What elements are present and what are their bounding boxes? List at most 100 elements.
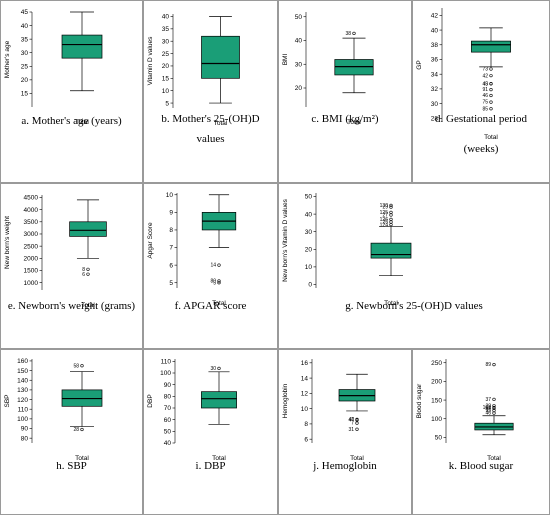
y-tick-label-9-0: 6: [304, 436, 308, 443]
y-tick-label-0-0: 15: [21, 91, 29, 98]
panel-caption-3-1: (weeks): [464, 143, 499, 155]
box-8: [201, 391, 237, 409]
y-tick-label-9-2: 10: [301, 406, 309, 413]
y-tick-label-3-2: 32: [431, 86, 439, 93]
outlier-point-3-6: [489, 100, 493, 104]
outlier-point-6-1: [389, 205, 393, 209]
outlier-point-9-1: [355, 417, 359, 421]
outlier-label-9-3: 31: [348, 427, 354, 433]
outlier-point-4-1: [86, 272, 90, 276]
outlier-label-10-0: 89: [485, 362, 491, 368]
y-tick-label-4-3: 2500: [24, 243, 39, 250]
y-tick-label-3-1: 30: [431, 101, 439, 108]
y-tick-label-6-5: 50: [305, 194, 313, 201]
outlier-label-3-3: 43: [482, 81, 488, 87]
y-tick-label-8-6: 100: [160, 370, 171, 377]
outlier-label-6-1: 29: [382, 205, 388, 211]
y-tick-label-10-4: 250: [431, 360, 442, 367]
outlier-label-3-6: 75: [482, 100, 488, 106]
y-tick-label-1-0: 5: [165, 100, 169, 107]
y-axis-label-1: Vitamin D values: [147, 36, 154, 85]
panel-border-5: [143, 183, 278, 349]
outlier-label-10-2: 28: [485, 403, 491, 409]
panel-caption-5-0: f. APGAR score: [175, 300, 247, 312]
outlier-label-3-1: 42: [482, 73, 488, 79]
y-tick-label-5-3: 8: [169, 227, 173, 234]
y-tick-label-3-3: 34: [431, 71, 439, 78]
y-tick-label-1-5: 30: [162, 38, 170, 45]
outlier-point-4-0: [86, 267, 90, 271]
y-axis-label-7: SBP: [4, 394, 11, 407]
outlier-point-3-3: [489, 82, 493, 86]
panel-caption-2-0: c. BMI (kg/m²): [311, 113, 378, 125]
outlier-point-7-0: [80, 364, 84, 368]
panel-caption-1-0: b. Mother's 25-(OH)D: [161, 113, 259, 125]
x-category-label-6: Total: [384, 300, 398, 307]
y-tick-label-3-4: 36: [431, 57, 439, 64]
y-tick-label-3-7: 42: [431, 13, 439, 20]
panel-caption-1-1: values: [196, 133, 224, 145]
outlier-point-3-4: [489, 88, 493, 92]
outlier-label-9-2: 7: [351, 421, 354, 427]
x-category-label-4: Total: [81, 302, 95, 309]
y-axis-label-10: Blood sugar: [416, 383, 423, 419]
y-tick-label-10-2: 150: [431, 397, 442, 404]
outlier-label-3-0: 73: [482, 67, 488, 73]
y-tick-label-6-4: 40: [305, 211, 313, 218]
outlier-label-3-2: 45: [482, 81, 488, 87]
outlier-label-6-6: 124: [380, 222, 389, 228]
panel-caption-6-0: g. Newborn's 25-(OH)D values: [345, 300, 483, 312]
panel-border-10: [412, 349, 550, 515]
y-tick-label-3-6: 40: [431, 27, 439, 34]
y-axis-label-6: New born's Vitamin D values: [282, 198, 289, 282]
y-tick-label-0-6: 45: [21, 9, 29, 16]
panel-border-1: [143, 0, 278, 183]
x-category-label-9: Total: [350, 455, 364, 462]
outlier-point-7-1: [80, 427, 84, 432]
outlier-point-5-0: [217, 263, 221, 267]
panel-border-0: [0, 0, 143, 183]
y-tick-label-4-4: 3000: [24, 231, 39, 238]
y-axis-label-0: Mother's age: [4, 40, 11, 78]
outlier-label-10-1: 37: [485, 397, 491, 403]
outlier-label-7-1: 28: [73, 427, 79, 433]
y-tick-label-2-3: 50: [295, 14, 303, 21]
outlier-point-9-3: [355, 427, 359, 431]
y-axis-label-9: Hemoglobin: [282, 383, 289, 418]
y-tick-label-4-5: 3500: [24, 219, 39, 226]
y-tick-label-10-0: 50: [435, 435, 443, 442]
outlier-label-6-4: 126: [380, 217, 389, 223]
y-tick-label-6-3: 30: [305, 229, 313, 236]
y-tick-label-10-3: 200: [431, 379, 442, 386]
outlier-point-6-0: [389, 203, 393, 207]
panel-border-6: [278, 183, 550, 349]
outlier-point-3-1: [489, 74, 493, 78]
panel-caption-0-0: a. Mother's age (years): [21, 115, 122, 127]
y-axis-label-5: Apgar Score: [147, 222, 154, 259]
outlier-point-6-3: [389, 213, 393, 217]
y-axis-label-2: BMI: [282, 54, 289, 66]
y-tick-label-8-5: 90: [164, 382, 172, 389]
y-tick-label-5-1: 6: [169, 262, 173, 269]
y-tick-label-8-4: 80: [164, 394, 172, 401]
outlier-label-4-1: 6: [82, 272, 85, 278]
y-tick-label-0-1: 20: [21, 77, 29, 84]
x-category-label-7: Total: [75, 455, 89, 462]
box-3: [471, 40, 511, 53]
y-tick-label-3-0: 28: [431, 116, 439, 123]
outlier-point-3-5: [489, 93, 493, 98]
y-tick-label-8-2: 60: [164, 417, 172, 424]
y-axis-label-3: GP: [416, 60, 423, 69]
x-category-label-10: Total: [487, 455, 501, 462]
y-tick-label-1-6: 35: [162, 26, 170, 33]
outlier-label-9-1: 48: [348, 417, 354, 423]
outlier-label-5-0: 14: [210, 263, 216, 269]
outlier-point-2-0: [352, 31, 356, 35]
outlier-point-10-0: [492, 363, 496, 367]
y-tick-label-9-3: 12: [301, 391, 309, 398]
y-tick-label-5-0: 5: [169, 280, 173, 287]
x-category-label-5: Total: [212, 300, 226, 307]
y-tick-label-3-5: 38: [431, 42, 439, 49]
outlier-label-4-0: 8: [82, 267, 85, 273]
outlier-point-3-0: [489, 67, 493, 71]
